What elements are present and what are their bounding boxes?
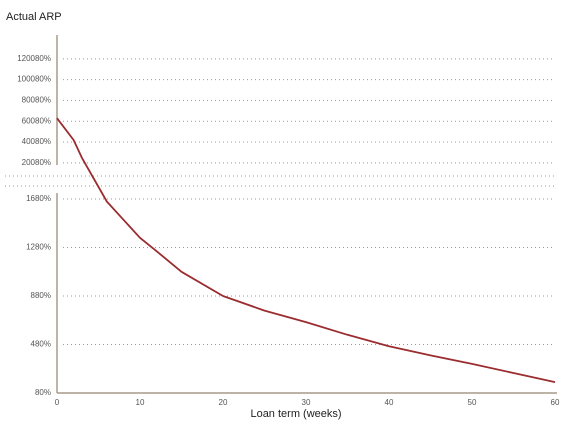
x-axis-title: Loan term (weeks)	[250, 408, 341, 420]
x-tick-label: 50	[468, 398, 477, 407]
y-tick-label: 20080%	[22, 158, 51, 167]
x-tick-label: 40	[385, 398, 394, 407]
x-tick-label: 0	[55, 398, 60, 407]
line	[56, 117, 556, 383]
y-axis-title: Actual ARP	[6, 11, 62, 23]
x-tick-label: 20	[219, 398, 228, 407]
x-tick-label: 30	[302, 398, 311, 407]
y-tick-label: 880%	[31, 291, 51, 300]
x-tick-label: 10	[136, 398, 145, 407]
x-tick-label: 60	[551, 398, 560, 407]
y-tick-label: 80%	[35, 388, 51, 397]
y-tick-label: 100080%	[17, 75, 51, 84]
y-tick-label: 1680%	[26, 194, 51, 203]
y-tick-label: 80080%	[22, 96, 51, 105]
y-tick-label: 40080%	[22, 137, 51, 146]
y-tick-label: 480%	[31, 340, 51, 349]
y-tick-label: 120080%	[17, 54, 51, 63]
y-tick-label: 1280%	[26, 243, 51, 252]
y-tick-label: 60080%	[22, 116, 51, 125]
